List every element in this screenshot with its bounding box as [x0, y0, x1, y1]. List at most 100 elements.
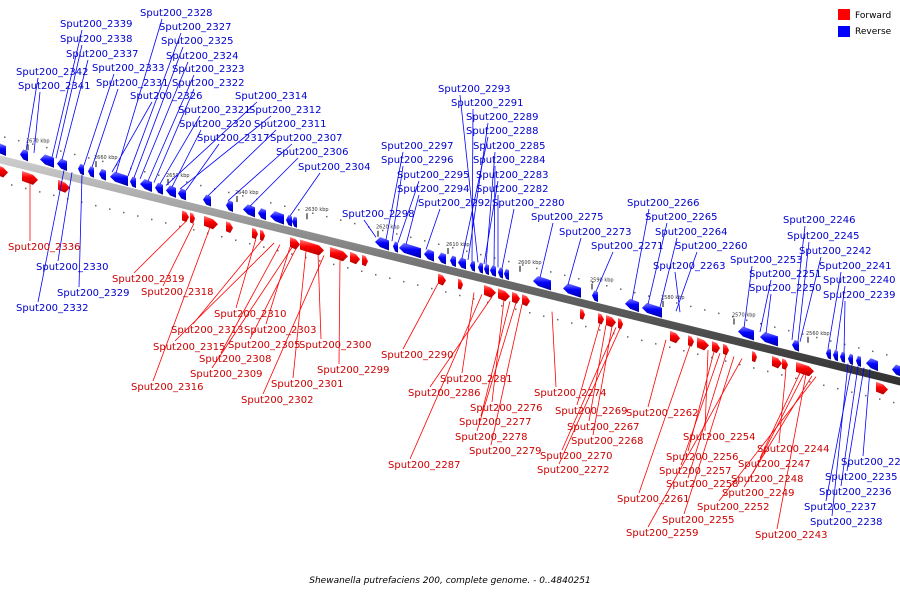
reverse-leader-line	[83, 73, 115, 166]
reverse-gene	[20, 149, 28, 162]
track-dot	[459, 294, 461, 297]
forward-leader-line	[249, 248, 297, 340]
forward-gene-label: Sput200_2290	[381, 350, 454, 361]
reverse-gene-label: Sput200_2326	[130, 91, 203, 102]
reverse-gene-label: Sput200_2341	[18, 81, 91, 92]
reverse-gene-label: Sput200_2283	[476, 170, 549, 181]
reverse-leader-line	[862, 369, 871, 457]
track-dot	[466, 250, 468, 252]
reverse-gene	[840, 351, 845, 363]
reverse-gene	[375, 237, 389, 251]
forward-gene	[688, 335, 694, 347]
reverse-gene	[178, 188, 186, 201]
reverse-leader-line	[55, 44, 83, 159]
tick-label: 2670 kbp	[26, 138, 50, 144]
track-dot	[81, 201, 83, 203]
track-dot	[102, 160, 104, 163]
reverse-gene	[166, 185, 176, 198]
reverse-leader-line	[171, 129, 202, 188]
reverse-gene-label: Sput200_2271	[591, 241, 664, 252]
track-dot	[60, 150, 62, 152]
track-dot	[543, 315, 545, 317]
track-dot	[634, 291, 636, 294]
tick-label: 2560 kbp	[806, 331, 830, 337]
reverse-leader-line	[539, 222, 554, 278]
tick-label: 2610 kbp	[446, 242, 470, 248]
track-dot	[739, 363, 741, 366]
reverse-leader-line	[385, 151, 404, 240]
track-dot	[158, 174, 160, 176]
forward-gene	[252, 227, 258, 240]
track-dot	[221, 236, 223, 238]
forward-gene	[350, 251, 360, 265]
forward-gene	[0, 166, 8, 178]
reverse-leader-line	[595, 251, 614, 292]
forward-gene	[876, 381, 888, 395]
forward-leader-line	[576, 323, 601, 406]
reverse-gene-label: Sput200_2284	[473, 155, 546, 166]
reverse-leader-line	[37, 170, 65, 303]
track-dot	[25, 187, 27, 190]
reverse-gene	[203, 194, 211, 207]
reverse-leader-line	[631, 208, 650, 301]
track-dot	[375, 273, 377, 276]
forward-leader-line	[588, 324, 607, 422]
forward-gene-label: Sput200_2301	[271, 379, 344, 390]
reverse-gene-label: Sput200_2314	[235, 91, 308, 102]
reverse-gene	[484, 263, 489, 276]
reverse-leader-line	[759, 279, 772, 333]
forward-label-leaders	[29, 182, 817, 530]
reverse-gene-label: Sput200_2235	[825, 472, 898, 483]
track-dot	[403, 280, 405, 283]
forward-gene-label: Sput200_2249	[722, 488, 795, 499]
reverse-gene	[504, 268, 509, 281]
legend-forward-label: Forward	[855, 11, 891, 21]
reverse-gene	[286, 215, 292, 227]
reverse-gene	[490, 265, 496, 277]
track-dot	[417, 284, 419, 286]
reverse-gene-label: Sput200_2246	[783, 215, 856, 226]
reverse-gene	[470, 260, 475, 272]
forward-gene-label: Sput200_2315	[153, 342, 226, 353]
reverse-leader-line	[483, 180, 499, 264]
reverse-gene	[826, 348, 831, 360]
reverse-leader-line	[674, 271, 681, 313]
reverse-gene-label: Sput200_2321	[178, 105, 251, 116]
forward-leader-line	[174, 242, 275, 342]
track-dot	[4, 136, 6, 138]
track-dot	[151, 218, 153, 221]
reverse-leader-line	[391, 165, 404, 242]
track-dot	[697, 353, 699, 355]
track-dot	[788, 329, 790, 332]
reverse-gene-label: Sput200_2236	[819, 487, 892, 498]
reverse-gene	[226, 200, 233, 212]
track-dot	[396, 233, 398, 235]
reverse-leader-line	[567, 237, 582, 285]
track-dot	[200, 184, 202, 187]
reverse-gene	[99, 168, 106, 181]
track-dot	[872, 350, 874, 353]
track-dot	[564, 274, 566, 277]
forward-leader-line	[683, 356, 735, 515]
forward-leader-line	[680, 352, 721, 466]
reverse-gene	[399, 242, 421, 259]
reverse-gene-label: Sput200_2312	[249, 105, 322, 116]
track-dot	[340, 219, 342, 221]
track-dot	[515, 308, 517, 311]
forward-gene-label: Sput200_2319	[112, 274, 185, 285]
forward-gene-label: Sput200_2267	[567, 422, 640, 433]
track-dot	[753, 367, 755, 369]
forward-leader-line	[561, 327, 617, 451]
track-dot	[571, 322, 573, 324]
track-dot	[620, 288, 622, 290]
reverse-gene	[140, 179, 152, 192]
track-dot	[347, 267, 349, 269]
reverse-gene	[110, 171, 128, 187]
tick-label: 2600 kbp	[518, 260, 542, 266]
forward-gene-label: Sput200_2305	[228, 340, 301, 351]
track-dot	[326, 215, 328, 218]
reverse-leader-line	[405, 194, 420, 245]
reverse-leader-line	[831, 363, 849, 517]
forward-gene	[618, 317, 623, 330]
